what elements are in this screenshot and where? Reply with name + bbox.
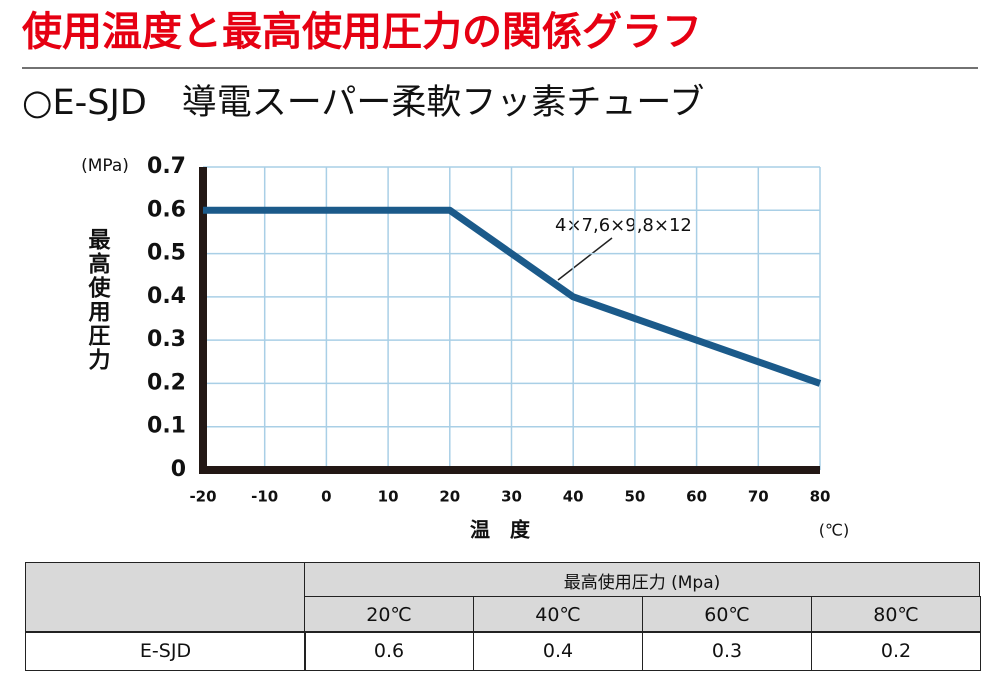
column-header: 40℃ [473, 596, 643, 633]
page-title: 使用温度と最高使用圧力の関係グラフ [22, 9, 702, 55]
data-line [203, 206, 822, 387]
y-unit: (MPa) [81, 156, 129, 176]
y-tick-label: 0 [171, 457, 186, 482]
column-header: 60℃ [642, 596, 812, 633]
x-tick-label: 60 [686, 488, 707, 506]
x-axis-label: 温 度 [470, 518, 531, 542]
table-group-header: 最高使用圧力 (Mpa) [304, 562, 980, 598]
x-tick-label: 40 [563, 488, 584, 506]
axes [199, 167, 820, 474]
x-tick-label: 10 [378, 488, 399, 506]
x-unit: (℃) [819, 521, 849, 540]
x-tick-label: -20 [189, 488, 216, 506]
x-tick-label: -10 [251, 488, 278, 506]
leader-line [557, 237, 613, 281]
table-cell: 0.3 [642, 631, 812, 671]
annotation: 4×7,6×9,8×12 [555, 215, 692, 236]
x-tick-label: 0 [321, 488, 331, 506]
table-corner [25, 562, 306, 633]
column-header: 80℃ [811, 596, 981, 633]
y-tick-label: 0.7 [147, 154, 186, 179]
column-header: 20℃ [304, 596, 474, 633]
y-tick-label: 0.3 [147, 327, 186, 352]
y-tick-label: 0.2 [147, 370, 186, 395]
table-cell: 0.6 [304, 631, 474, 671]
x-tick-label: 70 [748, 488, 769, 506]
y-tick-label: 0.4 [147, 284, 186, 309]
y-tick-label: 0.6 [147, 197, 186, 222]
table-cell: 0.2 [811, 631, 981, 671]
subtitle: ○E-SJD 導電スーパー柔軟フッ素チューブ [22, 83, 704, 123]
x-tick-label: 30 [501, 488, 522, 506]
chart: 使用温度と最高使用圧力の関係グラフ ○E-SJD 導電スーパー柔軟フッ素チューブ… [22, 9, 978, 542]
x-tick-label: 20 [439, 488, 460, 506]
table-cell: 0.4 [473, 631, 643, 671]
row-header: E-SJD [25, 631, 306, 671]
y-tick-label: 0.5 [147, 241, 186, 266]
x-tick-label: 50 [624, 488, 645, 506]
y-axis-label: 最高使用圧力 [85, 228, 112, 372]
y-tick-label: 0.1 [147, 414, 186, 439]
x-tick-label: 80 [810, 488, 831, 506]
